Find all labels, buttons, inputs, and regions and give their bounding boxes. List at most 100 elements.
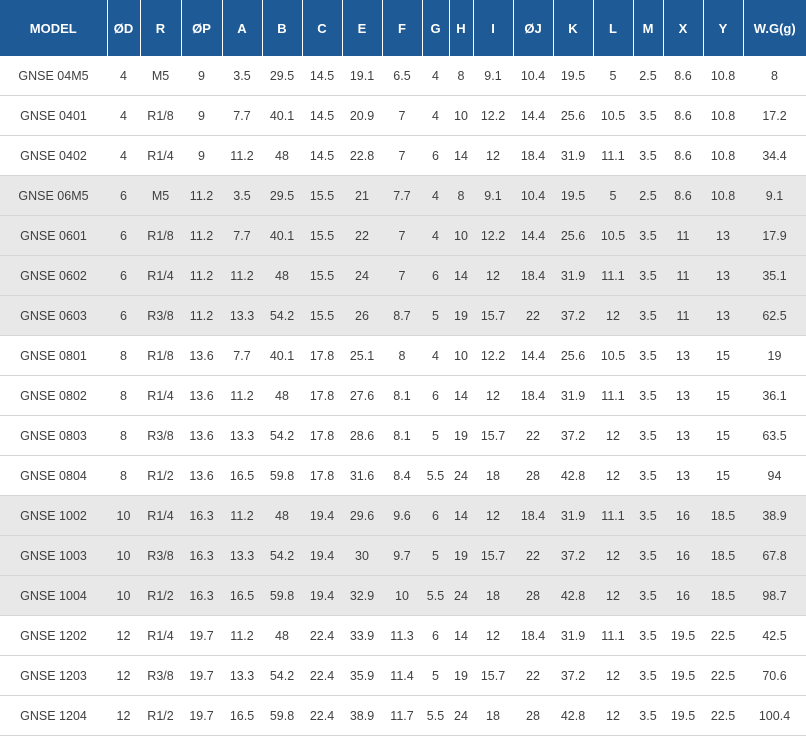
value-cell: 6 [107,255,140,296]
value-cell: 12.2 [473,215,513,256]
model-cell: GNSE 1202 [0,615,107,656]
value-cell: 11.2 [222,495,262,536]
value-cell: 13.6 [181,375,222,416]
column-header: A [221,0,262,56]
value-cell: 15.7 [473,415,513,456]
value-cell: 19.5 [663,655,703,696]
value-cell: 13 [703,215,743,256]
value-cell: 10 [382,575,422,616]
value-cell: 35.1 [743,255,806,296]
value-cell: 8 [449,175,473,216]
value-cell: 31.6 [342,455,382,496]
value-cell: 12 [593,695,633,736]
value-cell: 3.5 [633,575,663,616]
value-cell: 4 [422,335,449,376]
value-cell: 10.8 [703,56,743,96]
table-row: GNSE 0602 6 R1/4 11.2 11.2 48 15.5 24 7 6 14 12 18.4… [0,255,806,296]
table-row: GNSE 1202 12 R1/4 19.7 11.2 48 22.4 33.9 11.3 6 14… [0,615,806,656]
model-cell: GNSE 1004 [0,575,107,616]
value-cell: 19.7 [181,615,222,656]
value-cell: R3/8 [140,415,181,456]
value-cell: 42.8 [553,455,593,496]
column-header: MODEL [0,0,107,56]
value-cell: 40.1 [262,335,302,376]
value-cell: 8.6 [663,95,703,136]
value-cell: 11.3 [382,615,422,656]
value-cell: M5 [140,56,181,96]
value-cell: 3.5 [633,495,663,536]
value-cell: 11.4 [382,655,422,696]
value-cell: 19 [449,295,473,336]
value-cell: 31.9 [553,255,593,296]
value-cell: 40.1 [262,215,302,256]
value-cell: 9 [181,95,222,136]
value-cell: R1/4 [140,495,181,536]
value-cell: 37.2 [553,655,593,696]
value-cell: 21 [342,175,382,216]
value-cell: 12 [593,295,633,336]
value-cell: 12 [593,415,633,456]
value-cell: 19 [449,415,473,456]
value-cell: 24 [449,455,473,496]
value-cell: 14.4 [513,95,553,136]
value-cell: 25.6 [553,335,593,376]
value-cell: 8 [107,455,140,496]
value-cell: 19.4 [302,575,342,616]
value-cell: 4 [422,95,449,136]
value-cell: 11.1 [593,615,633,656]
value-cell: 10.5 [593,215,633,256]
value-cell: 12 [593,455,633,496]
value-cell: 6 [422,135,449,176]
value-cell: 30 [342,535,382,576]
value-cell: 9.1 [473,175,513,216]
value-cell: M5 [140,175,181,216]
value-cell: 19.1 [342,56,382,96]
value-cell: 42.5 [743,615,806,656]
value-cell: 7.7 [222,335,262,376]
table-row: GNSE 1003 10 R3/8 16.3 13.3 54.2 19.4 30 9.7 5 19 1… [0,535,806,576]
table-row: GNSE 0804 8 R1/2 13.6 16.5 59.8 17.8 31.6 8.4 5.5… [0,455,806,496]
value-cell: 16.5 [222,575,262,616]
value-cell: R3/8 [140,655,181,696]
column-header: X [662,0,703,56]
value-cell: 8 [382,335,422,376]
value-cell: 14.4 [513,215,553,256]
value-cell: 15.5 [302,215,342,256]
value-cell: 22 [513,415,553,456]
value-cell: 12.2 [473,95,513,136]
value-cell: 14 [449,495,473,536]
value-cell: 37.2 [553,295,593,336]
value-cell: 12 [473,615,513,656]
column-header: G [421,0,449,56]
value-cell: 16 [663,535,703,576]
value-cell: 5 [422,295,449,336]
column-header: K [552,0,593,56]
value-cell: 3.5 [222,175,262,216]
value-cell: 17.8 [302,415,342,456]
value-cell: 12 [593,655,633,696]
value-cell: 19 [449,655,473,696]
value-cell: 6.5 [382,56,422,96]
value-cell: 8.4 [382,455,422,496]
value-cell: 27.6 [342,375,382,416]
value-cell: 24 [449,695,473,736]
value-cell: 3.5 [633,215,663,256]
value-cell: 16.3 [181,575,222,616]
value-cell: 8.6 [663,56,703,96]
column-header: F [381,0,422,56]
value-cell: 9.6 [382,495,422,536]
value-cell: 34.4 [743,135,806,176]
value-cell: 28 [513,575,553,616]
value-cell: 11.1 [593,375,633,416]
value-cell: 12.2 [473,335,513,376]
column-header: ØJ [512,0,553,56]
value-cell: 31.9 [553,375,593,416]
column-header: B [261,0,302,56]
value-cell: 8.6 [663,175,703,216]
value-cell: 15.5 [302,175,342,216]
value-cell: 10 [449,335,473,376]
value-cell: 59.8 [262,455,302,496]
value-cell: 16 [663,575,703,616]
table-row: GNSE 1002 10 R1/4 16.3 11.2 48 19.4 29.6 9.6 6 14 1… [0,495,806,536]
value-cell: 15 [703,415,743,456]
